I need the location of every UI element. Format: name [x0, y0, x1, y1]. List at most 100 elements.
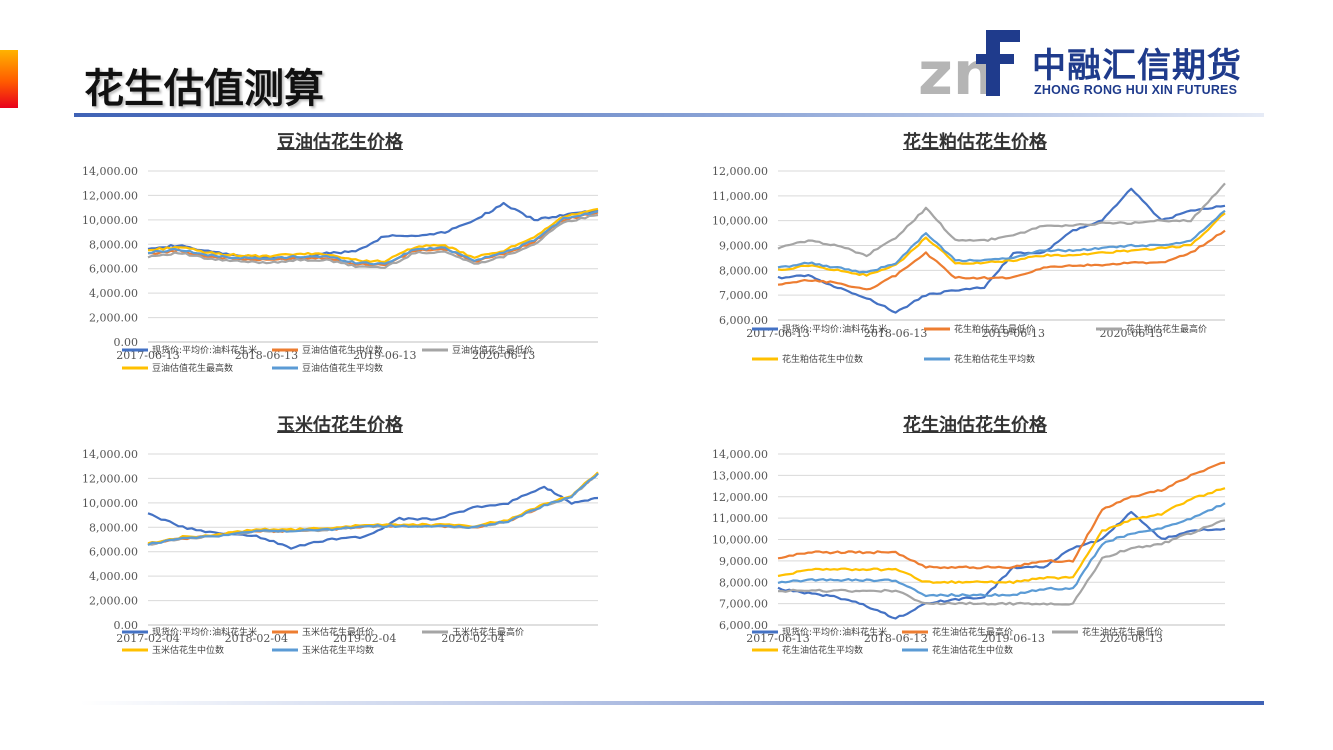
x-tick-label: 2018-02-04: [225, 632, 288, 645]
x-tick-label: 2019-06-13: [982, 632, 1045, 645]
x-tick-label: 2018-06-13: [864, 327, 927, 340]
x-tick-label: 2017-02-04: [116, 632, 179, 645]
y-tick-label: 0.00: [114, 619, 139, 632]
chart-corn-svg: 0.00 2,000.00 4,000.00 6,000.00 8,000.00 10,0…: [82, 448, 599, 656]
legend-label: 玉米估花生最高价: [452, 626, 524, 638]
y-tick-label: 7,000.00: [719, 289, 768, 302]
legend-item: 现货价:平均价:油料花生米: [122, 344, 257, 356]
legend-label: 花生粕估花生中位数: [782, 353, 863, 365]
header-divider: [74, 113, 1264, 117]
y-tick-label: 14,000.00: [82, 165, 138, 178]
x-tick-label: 2019-02-04: [333, 632, 396, 645]
x-tick-label: 2019-06-13: [982, 327, 1045, 340]
legend-item: 花生粕估花生最低价: [924, 323, 1035, 335]
legend-label: 花生油估花生中位数: [932, 644, 1013, 656]
legend-label: 花生油估花生最高价: [932, 626, 1013, 638]
y-tick-label: 12,000.00: [82, 189, 138, 202]
chart-peanut-oil-svg: 6,000.00 7,000.00 8,000.00 9,000.00 10,000.0…: [712, 448, 1226, 656]
series-line: [777, 212, 1226, 277]
legend-item: 现货价:平均价:油料花生米: [752, 323, 887, 335]
logo-chinese-name: 中融汇信期货: [1032, 46, 1242, 86]
legend-label: 现货价:平均价:油料花生米: [152, 344, 257, 356]
y-tick-label: 12,000.00: [82, 472, 138, 485]
legend-item: 花生粕估花生中位数: [752, 353, 863, 365]
legend-item: 花生油估花生最低价: [1052, 626, 1163, 638]
legend-item: 豆油估值花生最低价: [422, 344, 533, 356]
legend-label: 豆油估值花生最高数: [152, 362, 233, 374]
y-tick-label: 12,000.00: [712, 491, 768, 504]
legend-item: 豆油估值花生中位数: [272, 344, 383, 356]
legend-label: 现货价:平均价:油料花生米: [152, 626, 257, 638]
y-tick-label: 8,000.00: [719, 576, 768, 589]
legend-item: 现货价:平均价:油料花生米: [122, 626, 257, 638]
legend-label: 花生粕估花生平均数: [954, 353, 1035, 365]
chart-title: 玉米估花生价格: [277, 415, 403, 436]
chart-title: 花生油估花生价格: [903, 415, 1047, 436]
y-tick-label: 10,000.00: [82, 214, 138, 227]
logo-english-name: ZHONG RONG HUI XIN FUTURES: [1034, 83, 1238, 97]
legend-item: 玉米估花生最低价: [272, 626, 374, 638]
legend-item: 花生粕估花生平均数: [924, 353, 1035, 365]
y-tick-label: 4,000.00: [89, 287, 138, 300]
legend-label: 豆油估值花生最低价: [452, 344, 533, 356]
logo-f-top: [986, 30, 1020, 42]
x-tick-label: 2019-06-13: [353, 349, 416, 362]
x-tick-label: 2017-06-13: [746, 632, 809, 645]
legend-label: 现货价:平均价:油料花生米: [782, 323, 887, 335]
chart-panel-peanut-oil: 花生油估花生价格 6,000.00 7,000.00 8,000.00 9,000.0…: [690, 411, 1250, 691]
legend-label: 花生油估花生最低价: [1082, 626, 1163, 638]
series-line: [777, 209, 1226, 274]
y-tick-label: 7,000.00: [719, 598, 768, 611]
y-tick-label: 4,000.00: [89, 570, 138, 583]
legend-label: 玉米估花生中位数: [152, 644, 224, 656]
y-tick-label: 14,000.00: [712, 448, 768, 461]
y-tick-label: 13,000.00: [712, 469, 768, 482]
y-tick-label: 10,000.00: [712, 215, 768, 228]
series-line: [147, 213, 599, 269]
series-line: [777, 187, 1226, 314]
chart-soyoil-svg: 0.00 2,000.00 4,000.00 6,000.00 8,000.00 10,0…: [82, 165, 599, 374]
y-tick-label: 6,000.00: [89, 263, 138, 276]
series-line: [777, 487, 1226, 585]
legend-item: 豆油估值花生平均数: [272, 362, 383, 374]
x-tick-label: 2018-06-13: [864, 632, 927, 645]
y-tick-label: 9,000.00: [719, 555, 768, 568]
y-tick-label: 9,000.00: [719, 240, 768, 253]
series-line: [777, 229, 1226, 291]
x-tick-label: 2020-02-04: [441, 632, 504, 645]
series-line: [777, 502, 1226, 598]
x-tick-label: 2020-06-13: [1100, 632, 1163, 645]
legend-label: 现货价:平均价:油料花生米: [782, 626, 887, 638]
legend-item: 花生油估花生最高价: [902, 626, 1013, 638]
chart-title: 豆油估花生价格: [277, 132, 403, 153]
y-tick-label: 8,000.00: [89, 238, 138, 251]
logo-f-bar: [976, 54, 1014, 64]
series-line: [147, 201, 599, 261]
accent-tab: [0, 50, 18, 108]
x-tick-label: 2018-06-13: [235, 349, 298, 362]
series-line: [147, 472, 599, 547]
y-tick-label: 10,000.00: [712, 534, 768, 547]
series-line: [777, 461, 1226, 570]
y-tick-label: 12,000.00: [712, 165, 768, 178]
company-logo: zn 中融汇信期货 ZHONG RONG HUI XIN FUTURES: [918, 26, 1248, 109]
y-tick-label: 10,000.00: [82, 497, 138, 510]
legend-item: 豆油估值花生最高数: [122, 362, 233, 374]
legend-label: 玉米估花生最低价: [302, 626, 374, 638]
y-tick-label: 8,000.00: [719, 264, 768, 277]
legend-item: 花生粕估花生最高价: [1096, 323, 1207, 335]
y-tick-label: 0.00: [114, 336, 139, 349]
y-tick-label: 11,000.00: [712, 512, 768, 525]
x-tick-label: 2020-06-13: [472, 349, 535, 362]
legend-label: 花生油估花生平均数: [782, 644, 863, 656]
legend-label: 豆油估值花生中位数: [302, 344, 383, 356]
legend-item: 现货价:平均价:油料花生米: [752, 626, 887, 638]
series-line: [777, 182, 1226, 258]
legend-item: 玉米估花生中位数: [122, 644, 224, 656]
page-title: 花生估值测算: [84, 66, 324, 112]
x-tick-label: 2017-06-13: [116, 349, 179, 362]
legend-item: 玉米估花生平均数: [272, 644, 374, 656]
series-line: [147, 485, 599, 550]
znf-logo-mark: zn: [918, 30, 1020, 109]
y-tick-label: 6,000.00: [719, 619, 768, 632]
